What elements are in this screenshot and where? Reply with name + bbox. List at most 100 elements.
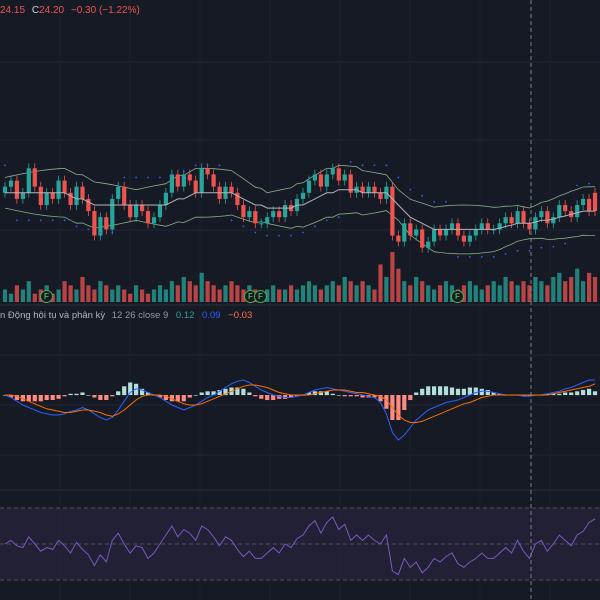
- macd-hist-bar: [497, 393, 502, 396]
- volume-bar: [217, 289, 222, 302]
- macd-legend[interactable]: n Động hội tụ và phân kỳ 12 26 close 9 0…: [0, 310, 252, 321]
- volume-bar: [587, 272, 592, 302]
- macd-hist-bar: [277, 395, 282, 399]
- psar-dot: [123, 176, 126, 179]
- candle-body: [193, 180, 198, 193]
- psar-dot: [87, 228, 90, 231]
- volume-bar: [62, 281, 67, 302]
- macd-hist-bar: [80, 392, 85, 395]
- candle-body: [467, 235, 472, 242]
- macd-hist-bar: [20, 395, 25, 402]
- macd-hist-bar: [384, 395, 389, 409]
- candle-body: [402, 223, 407, 242]
- psar-dot: [385, 164, 388, 167]
- volume-bar: [557, 272, 562, 302]
- candle-body: [497, 223, 502, 230]
- macd-hist-bar: [545, 393, 550, 396]
- candle-body: [330, 168, 335, 175]
- volume-bar: [110, 289, 115, 302]
- volume-bar: [473, 285, 478, 302]
- volume-bar: [74, 289, 79, 302]
- rsi-panel: [0, 507, 600, 581]
- volume-bar: [205, 281, 210, 302]
- psar-dot: [135, 176, 138, 179]
- psar-dot: [349, 161, 352, 164]
- volume-bar: [300, 285, 306, 302]
- psar-dot: [242, 225, 245, 228]
- volume-bar: [140, 289, 145, 302]
- ohlc-legend: 24.15 C24.20 −0.30 (−1.22%): [0, 5, 140, 16]
- psar-dot: [421, 194, 424, 197]
- psar-dot: [445, 201, 447, 203]
- candle-body: [80, 186, 85, 199]
- candle-body: [473, 229, 478, 236]
- macd-hist-bar: [253, 395, 258, 397]
- macd-hist-bar: [223, 388, 228, 396]
- psar-dot: [314, 225, 316, 228]
- volume-bar: [390, 252, 395, 302]
- macd-hist-bar: [38, 395, 43, 402]
- bollinger-band: [4, 164, 596, 255]
- macd-hist-bar: [128, 382, 133, 395]
- macd-lines: [4, 379, 596, 441]
- event-marker[interactable]: F: [40, 290, 53, 303]
- candle-body: [92, 211, 97, 236]
- macd-hist-bar: [402, 395, 407, 410]
- candle-body: [461, 235, 466, 242]
- macd-hist-bar: [98, 395, 103, 400]
- macd-value: 0.12: [175, 310, 195, 321]
- psar-dot: [194, 164, 197, 167]
- psar-dot: [469, 256, 471, 258]
- macd-hist-bar: [92, 395, 97, 398]
- psar-dot: [51, 219, 54, 222]
- rsi-band: [0, 508, 600, 580]
- volume-bar: [187, 281, 192, 302]
- volume-bar: [265, 289, 270, 302]
- macd-hist-bar: [217, 390, 222, 395]
- psar-dot: [171, 173, 173, 176]
- macd-hist-bar: [199, 392, 204, 395]
- candle-body: [277, 211, 282, 218]
- volume-bar: [134, 285, 139, 302]
- event-marker[interactable]: F: [254, 290, 267, 303]
- candle-body: [235, 192, 240, 205]
- macd-hist-bar: [163, 395, 168, 400]
- macd-hist-bar: [187, 395, 192, 398]
- parabolic-sar: [4, 161, 590, 258]
- candle-body: [587, 198, 592, 212]
- macd-hist-bar: [432, 386, 437, 396]
- candle-body: [557, 205, 562, 218]
- candle-body: [8, 180, 14, 187]
- psar-dot: [182, 170, 185, 173]
- candle-body: [533, 217, 538, 230]
- candle-body: [104, 217, 109, 230]
- macd-hist-bar: [175, 395, 180, 402]
- volume-bar: [235, 285, 240, 302]
- macd-hist-bar: [193, 395, 198, 396]
- macd-hist-bar: [247, 392, 252, 395]
- candle-body: [306, 180, 312, 193]
- macd-hist-bar: [306, 392, 312, 395]
- volume-bar: [32, 293, 37, 302]
- macd-hist-bar: [145, 392, 151, 395]
- psar-dot: [266, 234, 269, 237]
- candle-body: [157, 205, 163, 218]
- event-marker[interactable]: F: [451, 290, 464, 303]
- psar-dot: [457, 256, 459, 258]
- candle-body: [122, 186, 127, 205]
- candle-body: [592, 192, 598, 212]
- macd-name: n Động hội tụ và phân kỳ: [0, 310, 106, 321]
- candle-body: [342, 174, 347, 181]
- volume-bar: [581, 281, 586, 302]
- volume-bar: [56, 289, 61, 302]
- candle-body: [485, 223, 490, 230]
- volume-bar: [545, 285, 550, 302]
- candle-body: [169, 174, 174, 193]
- candle-body: [581, 198, 586, 205]
- volume-bar: [551, 277, 556, 302]
- psar-dot: [361, 164, 364, 167]
- macd-line: [4, 379, 595, 441]
- volume-bar: [324, 285, 329, 302]
- volume-bar: [569, 277, 574, 302]
